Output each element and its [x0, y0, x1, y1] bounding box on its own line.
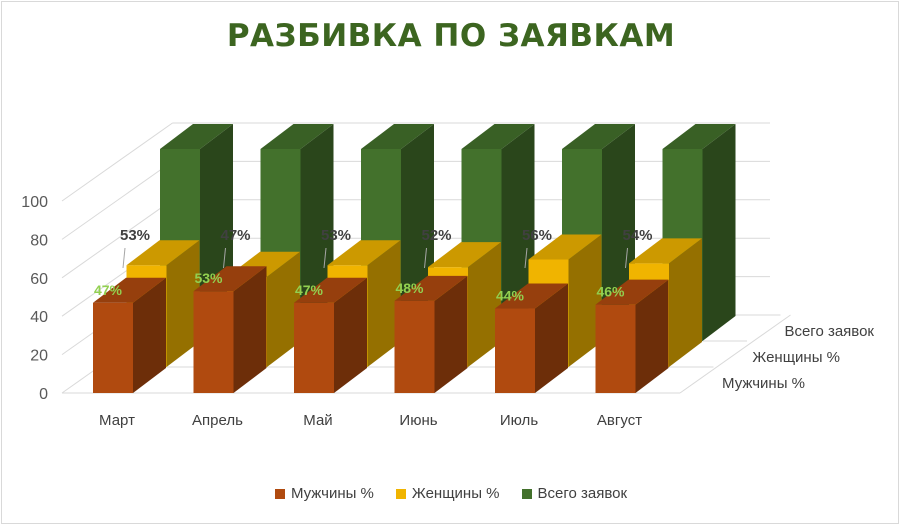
bar-men-3 — [394, 275, 468, 393]
bar-men-1-top — [193, 266, 267, 292]
bar-women-2-side — [367, 240, 401, 367]
chart-title: РАЗБИВКА ПО ЗАЯВКАМ — [226, 18, 676, 54]
bar-total-0-top — [160, 124, 233, 149]
data-label-women: 53% — [120, 227, 150, 244]
legend-label-total: Всего заявок — [537, 485, 628, 502]
data-label-men: 47% — [94, 282, 123, 298]
gridline-diag — [61, 122, 173, 202]
leader-line — [424, 247, 427, 269]
data-label-men: 44% — [496, 288, 525, 304]
data-label-women: 52% — [421, 227, 451, 244]
chart-legend: Мужчины % Женщины % Всего заявок — [0, 485, 902, 502]
data-label-men: 47% — [295, 282, 324, 298]
data-label-men: 46% — [596, 284, 625, 300]
floor-right-edge — [679, 314, 791, 394]
bar-women-5-top — [629, 238, 702, 264]
bar-men-5-top — [595, 279, 669, 305]
bar-total-5-top — [662, 124, 736, 149]
bar-men-5-front — [595, 304, 636, 393]
data-label-women: 54% — [622, 227, 652, 244]
depth-axis-label: Всего заявок — [784, 323, 874, 340]
bar-women-3-side — [468, 242, 501, 367]
bar-total-5-side — [702, 124, 736, 341]
bar-men-2-top — [294, 277, 367, 303]
bar-women-3-top — [428, 242, 501, 268]
y-tick-label: 0 — [39, 386, 48, 403]
x-tick-label: Июнь — [399, 412, 437, 429]
bar-men-3-side — [434, 275, 468, 393]
y-tick-label: 100 — [21, 194, 48, 211]
bar-women-2-top — [327, 240, 401, 266]
data-label-women: 53% — [321, 227, 351, 244]
bar-women-4-top — [528, 234, 602, 260]
y-tick-label: 40 — [30, 309, 48, 326]
leader-line — [223, 247, 226, 269]
leader-line — [524, 247, 528, 269]
legend-item-women: Женщины % — [395, 485, 500, 502]
bar-men-4-side — [535, 283, 568, 393]
bar-women-4-side — [568, 234, 602, 367]
bar-men-3-front — [394, 300, 435, 393]
data-label-men: 53% — [194, 270, 223, 286]
data-label-men: 48% — [395, 280, 424, 296]
gridline-diag — [61, 199, 173, 279]
bar-men-5 — [595, 279, 669, 393]
bar-men-2 — [294, 277, 367, 393]
bar-women-5-side — [669, 238, 702, 367]
legend-swatch-total — [521, 488, 532, 499]
leader-line — [323, 247, 327, 269]
x-tick-label: Май — [303, 412, 332, 429]
bar-men-1 — [193, 266, 267, 393]
legend-label-women: Женщины % — [411, 485, 500, 502]
x-tick-label: Август — [597, 412, 642, 429]
bar-men-2-side — [334, 277, 367, 393]
bar-women-0-top — [126, 240, 200, 266]
bar-men-0-front — [93, 302, 133, 393]
x-tick-label: Июль — [500, 412, 538, 429]
data-label-women: 56% — [522, 227, 552, 244]
bar-men-4-front — [495, 308, 535, 393]
bar-men-4 — [495, 283, 568, 393]
legend-swatch-women — [395, 488, 406, 499]
legend-label-men: Мужчины % — [290, 485, 374, 502]
legend-item-total: Всего заявок — [521, 485, 628, 502]
bar-total-3-top — [461, 124, 535, 149]
bar-men-1-side — [233, 266, 267, 393]
legend-swatch-men — [274, 488, 285, 499]
depth-axis-label: Мужчины % — [722, 375, 805, 392]
bar-men-2-front — [294, 302, 334, 393]
y-tick-label: 80 — [30, 232, 48, 249]
data-label-women: 47% — [220, 227, 250, 244]
bar-men-0-top — [93, 277, 166, 303]
bar-total-2-top — [361, 124, 434, 149]
y-tick-label: 60 — [30, 271, 48, 288]
legend-item-men: Мужчины % — [274, 485, 374, 502]
x-tick-label: Апрель — [192, 412, 243, 429]
chart-plot-area: 0 20 40 60 80 100 47% 53% Март 53% 47% Апрель 47% 53%… — [21, 122, 874, 429]
gridline-diag — [61, 160, 173, 240]
bar-men-0-side — [133, 277, 166, 393]
bar-women-0-side — [166, 240, 200, 367]
bar-total-1-top — [260, 124, 334, 149]
leader-line — [122, 247, 126, 269]
leader-line — [625, 247, 628, 269]
depth-axis-label: Женщины % — [752, 349, 840, 366]
bar-men-0 — [93, 277, 166, 393]
x-tick-label: Март — [99, 412, 135, 429]
bar-men-1-front — [193, 291, 234, 393]
bar-men-5-side — [635, 279, 669, 393]
bar-men-3-top — [394, 275, 468, 301]
bar-women-1-side — [267, 251, 300, 367]
bar-men-4-top — [495, 283, 568, 309]
bar-total-4-top — [562, 124, 635, 149]
y-tick-label: 20 — [30, 348, 48, 365]
